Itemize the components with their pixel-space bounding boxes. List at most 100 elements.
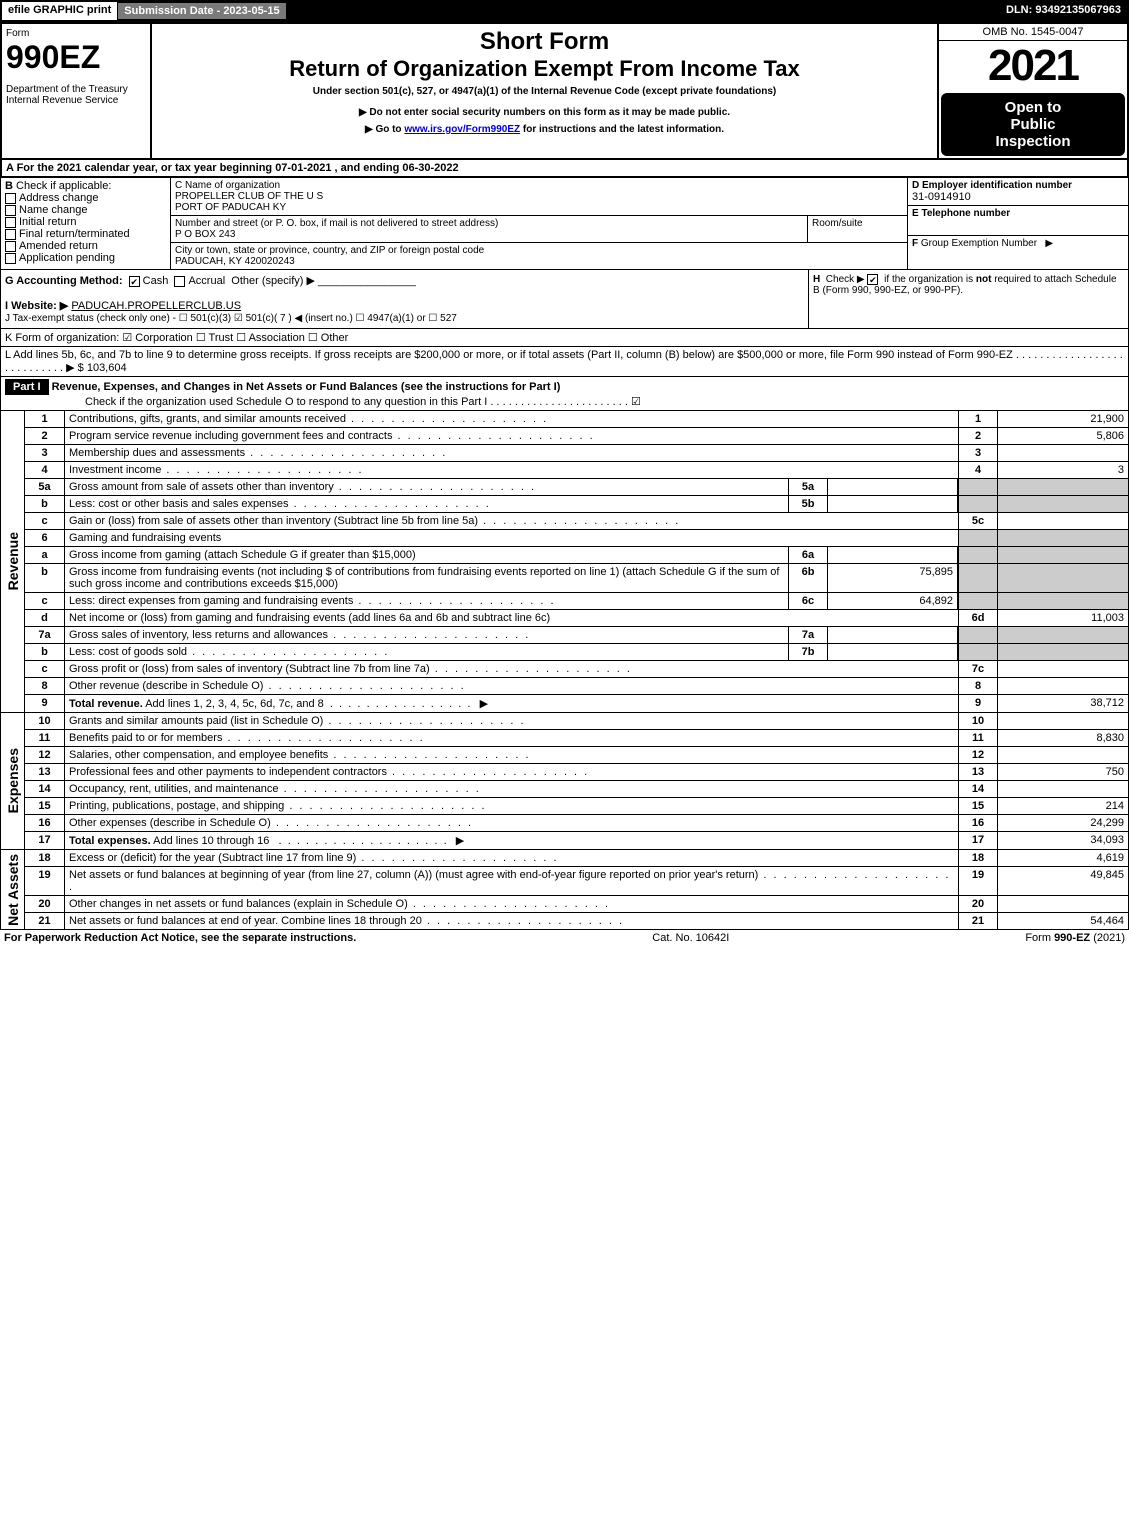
footer-left: For Paperwork Reduction Act Notice, see … xyxy=(4,932,356,944)
tax-year: 2021 xyxy=(939,41,1127,91)
short-form: Short Form xyxy=(156,28,933,56)
line-12: 12Salaries, other compensation, and empl… xyxy=(24,747,1129,764)
d-val: 31-0914910 xyxy=(912,191,1124,203)
open2: Public xyxy=(947,116,1119,133)
part1-title: Revenue, Expenses, and Changes in Net As… xyxy=(52,381,561,393)
g-other: Other (specify) ▶ xyxy=(231,275,315,287)
line-5c: cGain or (loss) from sale of assets othe… xyxy=(24,513,1129,530)
line-5a: 5aGross amount from sale of assets other… xyxy=(24,479,1129,496)
header-strip: efile GRAPHIC print Submission Date - 20… xyxy=(0,0,1129,22)
efile-label[interactable]: efile GRAPHIC print xyxy=(2,2,117,20)
cb-amended[interactable] xyxy=(5,241,16,252)
subtitle: Under section 501(c), 527, or 4947(a)(1)… xyxy=(156,86,933,97)
section-k: K Form of organization: ☑ Corporation ☐ … xyxy=(0,329,1129,347)
room-suite: Room/suite xyxy=(807,216,907,242)
cb-name-change[interactable] xyxy=(5,205,16,216)
b-letter: B xyxy=(5,180,13,192)
submission-date: Submission Date - 2023-05-15 xyxy=(117,2,286,20)
form-word: Form xyxy=(6,28,146,39)
line-16: 16Other expenses (describe in Schedule O… xyxy=(24,815,1129,832)
c-city: PADUCAH, KY 420020243 xyxy=(175,256,903,267)
line-7a: 7aGross sales of inventory, less returns… xyxy=(24,627,1129,644)
main-title: Return of Organization Exempt From Incom… xyxy=(156,56,933,82)
h-text: H Check ▶ ✔ if the organization is not r… xyxy=(813,274,1117,296)
l-amt: 103,604 xyxy=(87,362,127,374)
line-9: 9Total revenue. Add lines 1, 2, 3, 4, 5c… xyxy=(24,695,1129,713)
e-label: E Telephone number xyxy=(912,208,1124,219)
c-addr: P O BOX 243 xyxy=(175,229,803,240)
open1: Open to xyxy=(947,99,1119,116)
cb-final[interactable] xyxy=(5,229,16,240)
gh-block: G Accounting Method: ✔Cash Accrual Other… xyxy=(0,270,1129,329)
opt-amended: Amended return xyxy=(19,240,98,252)
section-c: C Name of organization PROPELLER CLUB OF… xyxy=(171,178,908,269)
opt-name: Name change xyxy=(19,204,88,216)
cb-address-change[interactable] xyxy=(5,193,16,204)
line-6: 6Gaming and fundraising events xyxy=(24,530,1129,547)
section-g: G Accounting Method: ✔Cash Accrual Other… xyxy=(1,270,808,328)
part1-header: Part I Revenue, Expenses, and Changes in… xyxy=(0,377,1129,411)
cb-initial[interactable] xyxy=(5,217,16,228)
opt-address: Address change xyxy=(19,192,99,204)
line-6b: bGross income from fundraising events (n… xyxy=(24,564,1129,593)
bcdef-block: B Check if applicable: Address change Na… xyxy=(0,178,1129,270)
i-val[interactable]: PADUCAH.PROPELLERCLUB.US xyxy=(71,300,241,312)
line-11: 11Benefits paid to or for members118,830 xyxy=(24,730,1129,747)
g-cash: Cash xyxy=(143,275,169,287)
form-number: 990EZ xyxy=(6,39,146,76)
c-label-name: C Name of organization xyxy=(175,180,903,191)
c-label-city: City or town, state or province, country… xyxy=(175,245,903,256)
g-label: G Accounting Method: xyxy=(5,275,123,287)
line-1: 1Contributions, gifts, grants, and simil… xyxy=(24,411,1129,428)
irs-link[interactable]: www.irs.gov/Form990EZ xyxy=(404,124,520,135)
open3: Inspection xyxy=(947,133,1119,150)
section-b: B Check if applicable: Address change Na… xyxy=(1,178,171,269)
expenses-section: Expenses 10Grants and similar amounts pa… xyxy=(0,713,1129,850)
part1-bar: Part I xyxy=(5,379,49,395)
dept-treasury: Department of the Treasury xyxy=(6,84,146,95)
line-8: 8Other revenue (describe in Schedule O)8 xyxy=(24,678,1129,695)
section-j: J Tax-exempt status (check only one) - ☐… xyxy=(5,313,457,324)
line-7b: bLess: cost of goods sold7b xyxy=(24,644,1129,661)
b-check: Check if applicable: xyxy=(16,180,111,192)
dln: DLN: 93492135067963 xyxy=(1000,2,1127,20)
part1-check: Check if the organization used Schedule … xyxy=(85,396,641,408)
footer-right: Form 990-EZ (2021) xyxy=(1025,932,1125,944)
cb-cash[interactable]: ✔ xyxy=(129,276,140,287)
line-13: 13Professional fees and other payments t… xyxy=(24,764,1129,781)
f-label: F Group Exemption Number ▶ xyxy=(912,238,1124,249)
form-id-block: Form 990EZ Department of the Treasury In… xyxy=(2,24,152,158)
opt-pending: Application pending xyxy=(19,252,115,264)
section-h: H Check ▶ ✔ if the organization is not r… xyxy=(808,270,1128,328)
goto-note: ▶ Go to www.irs.gov/Form990EZ for instru… xyxy=(156,124,933,135)
footer-mid: Cat. No. 10642I xyxy=(356,932,1025,944)
line-14: 14Occupancy, rent, utilities, and mainte… xyxy=(24,781,1129,798)
opt-final: Final return/terminated xyxy=(19,228,130,240)
l-text: L Add lines 5b, 6c, and 7b to line 9 to … xyxy=(5,349,1123,374)
ssn-note: ▶ Do not enter social security numbers o… xyxy=(156,107,933,118)
g-accrual: Accrual xyxy=(188,275,225,287)
cb-accrual[interactable] xyxy=(174,276,185,287)
c-name1: PROPELLER CLUB OF THE U S xyxy=(175,191,903,202)
c-name2: PORT OF PADUCAH KY xyxy=(175,202,903,213)
title-center: Short Form Return of Organization Exempt… xyxy=(152,24,937,158)
cb-pending[interactable] xyxy=(5,253,16,264)
netassets-side-label: Net Assets xyxy=(0,850,24,930)
revenue-section: Revenue 1Contributions, gifts, grants, a… xyxy=(0,411,1129,713)
expenses-side-label: Expenses xyxy=(0,713,24,850)
i-label: I Website: ▶ xyxy=(5,300,68,312)
line-6d: dNet income or (loss) from gaming and fu… xyxy=(24,610,1129,627)
line-7c: cGross profit or (loss) from sales of in… xyxy=(24,661,1129,678)
line-17: 17Total expenses. Add lines 10 through 1… xyxy=(24,832,1129,850)
title-block: Form 990EZ Department of the Treasury In… xyxy=(0,22,1129,160)
d-label: D Employer identification number xyxy=(912,180,1124,191)
line-10: 10Grants and similar amounts paid (list … xyxy=(24,713,1129,730)
line-21: 21Net assets or fund balances at end of … xyxy=(24,913,1129,930)
section-def: D Employer identification number 31-0914… xyxy=(908,178,1128,269)
line-5b: bLess: cost or other basis and sales exp… xyxy=(24,496,1129,513)
opt-initial: Initial return xyxy=(19,216,76,228)
c-label-addr: Number and street (or P. O. box, if mail… xyxy=(175,218,803,229)
line-19: 19Net assets or fund balances at beginni… xyxy=(24,867,1129,896)
section-a: A For the 2021 calendar year, or tax yea… xyxy=(0,160,1129,178)
omb-no: OMB No. 1545-0047 xyxy=(939,24,1127,41)
